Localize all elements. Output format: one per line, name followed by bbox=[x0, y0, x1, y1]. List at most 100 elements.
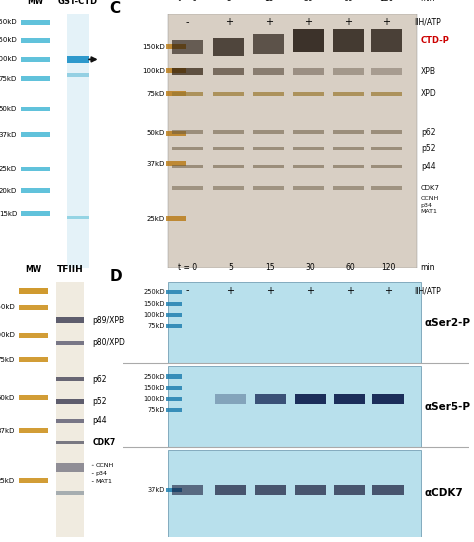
Text: 250kD: 250kD bbox=[143, 289, 165, 295]
Bar bbox=[293, 92, 324, 95]
Text: 150kD: 150kD bbox=[0, 37, 17, 43]
Bar bbox=[67, 14, 89, 268]
Bar bbox=[19, 305, 47, 310]
Bar bbox=[172, 68, 203, 75]
Text: +: + bbox=[227, 286, 235, 295]
Text: p44: p44 bbox=[421, 162, 436, 171]
Bar bbox=[166, 375, 182, 378]
Text: 30: 30 bbox=[305, 263, 315, 272]
Bar bbox=[21, 107, 50, 111]
Text: 250kD: 250kD bbox=[143, 373, 165, 379]
Text: 20kD: 20kD bbox=[0, 188, 17, 193]
Bar bbox=[56, 341, 84, 345]
Text: +: + bbox=[306, 286, 314, 295]
Bar bbox=[56, 317, 84, 323]
Text: CDK7: CDK7 bbox=[421, 185, 440, 191]
Text: 15: 15 bbox=[265, 263, 275, 272]
Bar bbox=[21, 211, 50, 216]
Bar bbox=[21, 20, 50, 25]
Text: XPD: XPD bbox=[421, 89, 437, 98]
Bar bbox=[19, 478, 47, 483]
Text: 100kD: 100kD bbox=[143, 312, 165, 318]
Bar bbox=[166, 91, 185, 96]
Bar bbox=[166, 313, 182, 317]
Text: 100kD: 100kD bbox=[143, 396, 165, 402]
Text: t = 0: t = 0 bbox=[178, 0, 197, 3]
Bar bbox=[56, 377, 84, 381]
Text: αSer5-P: αSer5-P bbox=[424, 402, 470, 412]
Text: p34: p34 bbox=[421, 203, 433, 208]
Bar bbox=[172, 40, 203, 54]
Bar bbox=[19, 357, 47, 362]
Bar bbox=[67, 216, 89, 219]
Text: 60: 60 bbox=[343, 0, 353, 3]
Text: 30: 30 bbox=[303, 0, 313, 3]
Text: +: + bbox=[384, 286, 392, 295]
Bar bbox=[19, 428, 47, 434]
Bar bbox=[168, 282, 421, 363]
Text: -: - bbox=[185, 17, 189, 27]
Bar bbox=[19, 395, 47, 401]
Text: 100kD: 100kD bbox=[142, 68, 165, 74]
Bar bbox=[166, 408, 182, 412]
Text: -: - bbox=[185, 286, 189, 295]
Text: 250kD: 250kD bbox=[0, 20, 17, 25]
Bar bbox=[213, 130, 245, 134]
Text: 5: 5 bbox=[227, 0, 231, 3]
Text: 150kD: 150kD bbox=[142, 44, 165, 50]
Bar bbox=[293, 165, 324, 168]
Bar bbox=[166, 488, 182, 492]
Text: +: + bbox=[266, 286, 274, 295]
Bar bbox=[168, 366, 421, 448]
Bar bbox=[213, 38, 245, 56]
Bar bbox=[293, 130, 324, 134]
Bar bbox=[56, 463, 84, 472]
Text: 75kD: 75kD bbox=[0, 357, 15, 363]
Bar bbox=[21, 132, 50, 137]
Text: +: + bbox=[346, 286, 354, 295]
Bar bbox=[255, 485, 286, 494]
Bar bbox=[21, 57, 50, 62]
Text: 50kD: 50kD bbox=[146, 130, 165, 136]
Text: min: min bbox=[420, 0, 435, 3]
Text: p80/XPD: p80/XPD bbox=[92, 338, 125, 347]
Text: MAT1: MAT1 bbox=[421, 210, 438, 215]
Bar bbox=[371, 147, 402, 150]
Bar bbox=[19, 288, 47, 294]
Bar bbox=[168, 450, 421, 537]
Text: TFIIH: TFIIH bbox=[56, 265, 83, 274]
Text: CTD-P: CTD-P bbox=[421, 36, 450, 45]
Bar bbox=[166, 324, 182, 328]
Text: 150kD: 150kD bbox=[143, 301, 165, 307]
Text: 150kD: 150kD bbox=[143, 385, 165, 391]
Text: D: D bbox=[109, 269, 122, 284]
Bar bbox=[333, 165, 364, 168]
Text: αSer2-P: αSer2-P bbox=[424, 318, 470, 327]
Bar bbox=[333, 130, 364, 134]
Text: min: min bbox=[420, 263, 435, 272]
Text: p62: p62 bbox=[92, 375, 107, 384]
Text: 50kD: 50kD bbox=[0, 106, 17, 112]
Text: 37kD: 37kD bbox=[0, 132, 17, 138]
Text: +: + bbox=[225, 17, 233, 27]
Text: +: + bbox=[264, 17, 273, 27]
Text: 25kD: 25kD bbox=[146, 216, 165, 222]
Text: CDK7: CDK7 bbox=[92, 438, 116, 447]
Text: 150kD: 150kD bbox=[0, 304, 15, 311]
Text: t = 0: t = 0 bbox=[178, 263, 197, 272]
Text: 37kD: 37kD bbox=[0, 428, 15, 434]
Text: 100kD: 100kD bbox=[0, 56, 17, 62]
Bar bbox=[253, 130, 284, 134]
Bar bbox=[253, 34, 284, 54]
Bar bbox=[253, 92, 284, 95]
Bar bbox=[166, 386, 182, 390]
Bar bbox=[172, 165, 203, 168]
Text: 50kD: 50kD bbox=[0, 395, 15, 401]
Text: XPB: XPB bbox=[421, 67, 436, 76]
Text: +: + bbox=[344, 17, 352, 27]
Bar bbox=[373, 395, 403, 404]
Bar bbox=[166, 44, 185, 49]
Text: IIH/ATP: IIH/ATP bbox=[414, 286, 441, 295]
Bar bbox=[56, 282, 84, 537]
Text: αCDK7: αCDK7 bbox=[424, 488, 463, 498]
